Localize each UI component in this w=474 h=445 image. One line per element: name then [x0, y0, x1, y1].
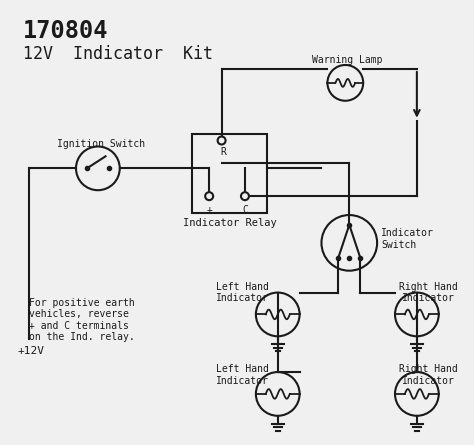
Circle shape — [218, 137, 226, 145]
Text: Ignition Switch: Ignition Switch — [57, 138, 145, 149]
Text: C: C — [242, 205, 248, 215]
Text: Left Hand
Indicator: Left Hand Indicator — [216, 282, 268, 303]
Text: Warning Lamp: Warning Lamp — [312, 55, 383, 65]
Text: Right Hand
Indicator: Right Hand Indicator — [400, 282, 458, 303]
Text: 12V  Indicator  Kit: 12V Indicator Kit — [23, 45, 213, 63]
Circle shape — [205, 192, 213, 200]
Text: 170804: 170804 — [23, 19, 109, 43]
Text: For positive earth
vehicles, reverse
+ and C terminals
on the Ind. relay.: For positive earth vehicles, reverse + a… — [29, 298, 135, 342]
Text: Indicator Relay: Indicator Relay — [182, 218, 276, 228]
Text: R: R — [220, 147, 227, 158]
Text: Indicator
Switch: Indicator Switch — [381, 228, 434, 250]
Text: Left Hand
Indicator: Left Hand Indicator — [216, 364, 268, 386]
Text: +12V: +12V — [18, 346, 45, 356]
Text: +: + — [206, 205, 212, 215]
Circle shape — [241, 192, 249, 200]
Text: Right Hand
Indicator: Right Hand Indicator — [400, 364, 458, 386]
Bar — [192, 134, 267, 213]
